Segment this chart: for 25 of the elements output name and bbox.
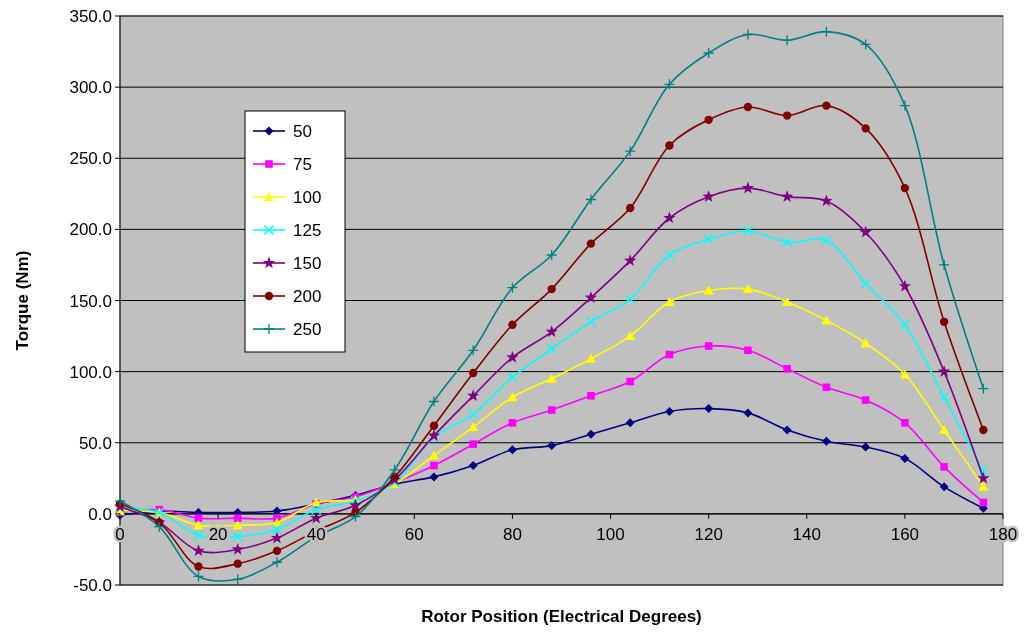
x-tick-label: 120 — [694, 524, 723, 544]
y-tick-label: 50.0 — [78, 433, 112, 453]
legend-label: 100 — [293, 188, 322, 207]
legend-label: 125 — [293, 221, 322, 240]
y-tick-label: 100.0 — [69, 362, 112, 382]
legend-label: 250 — [293, 320, 322, 339]
legend-label: 200 — [293, 287, 322, 306]
y-tick-label: 150.0 — [69, 291, 112, 311]
x-tick-label: 100 — [596, 524, 625, 544]
x-axis-title: Rotor Position (Electrical Degrees) — [421, 607, 702, 626]
x-tick-label: 160 — [890, 524, 920, 544]
y-tick-label: 250.0 — [69, 149, 112, 169]
y-tick-label: -50.0 — [73, 576, 112, 595]
y-tick-label: 350.0 — [69, 7, 112, 26]
legend-label: 75 — [293, 155, 312, 174]
x-tick-label: 60 — [404, 524, 424, 544]
legend-label: 150 — [293, 254, 322, 273]
y-axis-title: Torque (Nm) — [13, 250, 32, 351]
x-tick-label: 80 — [502, 524, 522, 544]
legend-label: 50 — [293, 122, 312, 141]
x-tick-label: 140 — [792, 524, 821, 544]
y-tick-label: 200.0 — [69, 220, 112, 240]
x-tick-label: 180 — [988, 524, 1018, 544]
y-tick-label: 300.0 — [69, 78, 112, 98]
y-tick-label: 0.0 — [88, 504, 112, 524]
